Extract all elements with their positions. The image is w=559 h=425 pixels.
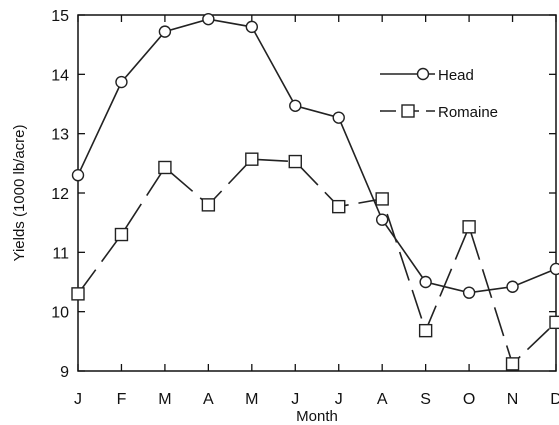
point-head (549, 262, 559, 276)
legend-label-romaine: Romaine (438, 104, 498, 121)
x-tick-label: O (463, 391, 475, 408)
point-head (462, 286, 476, 299)
point-romaine (158, 160, 172, 175)
legend-marker-romaine (401, 104, 415, 118)
y-tick-label: 10 (51, 305, 69, 322)
point-romaine (549, 315, 559, 330)
point-head (71, 168, 85, 182)
x-tick-label: M (158, 391, 171, 408)
x-tick-label: F (117, 391, 127, 408)
x-tick-label: S (420, 391, 431, 408)
y-tick-label: 13 (51, 127, 69, 144)
y-tick-label: 11 (52, 245, 69, 262)
point-head (115, 75, 128, 89)
x-tick-label: J (335, 391, 343, 408)
point-romaine (505, 357, 520, 371)
x-axis-title: Month (296, 408, 338, 425)
y-tick-label: 14 (51, 67, 69, 84)
series-layer (71, 12, 559, 371)
x-tick-label: N (507, 391, 519, 408)
point-romaine (418, 323, 433, 338)
x-tick-label: J (74, 391, 82, 408)
y-tick-label: 12 (51, 186, 69, 203)
point-head (158, 25, 172, 38)
point-romaine (288, 154, 302, 169)
series-line-head (77, 18, 557, 294)
x-tick-label: D (550, 391, 559, 408)
point-romaine (462, 220, 476, 234)
point-head (289, 99, 302, 112)
legend: Head Romaine (380, 67, 498, 121)
legend-label-head: Head (438, 67, 474, 84)
x-tick-label: J (291, 391, 299, 408)
point-romaine (71, 287, 85, 301)
point-romaine (332, 199, 346, 214)
point-head (202, 12, 215, 26)
point-head (419, 275, 432, 289)
point-head (506, 280, 519, 293)
plot-frame (77, 14, 557, 372)
point-romaine (245, 152, 259, 166)
x-tick-label: M (245, 391, 258, 408)
point-head (245, 20, 259, 34)
x-tick-label: A (203, 391, 214, 408)
y-axis-title: Yields (1000 lb/acre) (11, 124, 28, 261)
series-line-romaine (77, 158, 557, 366)
point-romaine (114, 227, 129, 242)
y-tick-label: 9 (60, 364, 69, 381)
point-romaine (201, 198, 216, 212)
x-tick-label: A (377, 391, 388, 408)
point-head (332, 111, 345, 124)
point-head (375, 213, 389, 226)
y-tick-label: 15 (51, 8, 69, 25)
point-romaine (375, 192, 389, 206)
legend-marker-head (416, 67, 430, 81)
y-axis: 9 10 11 12 13 14 15 (51, 8, 556, 381)
